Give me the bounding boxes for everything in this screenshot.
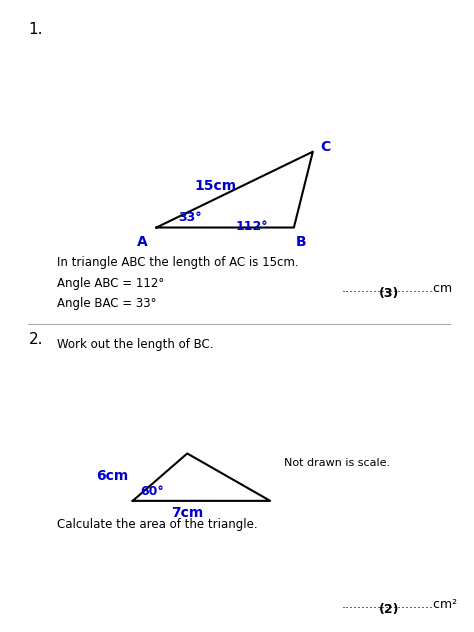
Text: Not drawn is scale.: Not drawn is scale. (284, 458, 391, 468)
Text: In triangle ABC the length of AC is 15cm.: In triangle ABC the length of AC is 15cm… (57, 256, 299, 269)
Text: 1.: 1. (28, 22, 43, 37)
Text: .......................cm²: .......................cm² (341, 599, 457, 612)
Text: 60°: 60° (140, 485, 164, 498)
Text: 15cm: 15cm (195, 179, 237, 193)
Text: .......................cm: .......................cm (341, 283, 452, 296)
Text: (3): (3) (379, 287, 399, 300)
Text: Angle ABC = 112°: Angle ABC = 112° (57, 277, 164, 289)
Text: Work out the length of BC.: Work out the length of BC. (57, 338, 213, 351)
Text: Calculate the area of the triangle.: Calculate the area of the triangle. (57, 518, 257, 532)
Text: (2): (2) (378, 603, 399, 616)
Text: A: A (137, 236, 147, 250)
Text: 2.: 2. (28, 332, 43, 347)
Text: Angle BAC = 33°: Angle BAC = 33° (57, 297, 156, 310)
Text: B: B (296, 236, 306, 250)
Text: 7cm: 7cm (171, 506, 203, 520)
Text: C: C (320, 140, 330, 154)
Text: 33°: 33° (178, 211, 201, 224)
Text: 112°: 112° (235, 220, 268, 233)
Text: 6cm: 6cm (96, 468, 128, 483)
